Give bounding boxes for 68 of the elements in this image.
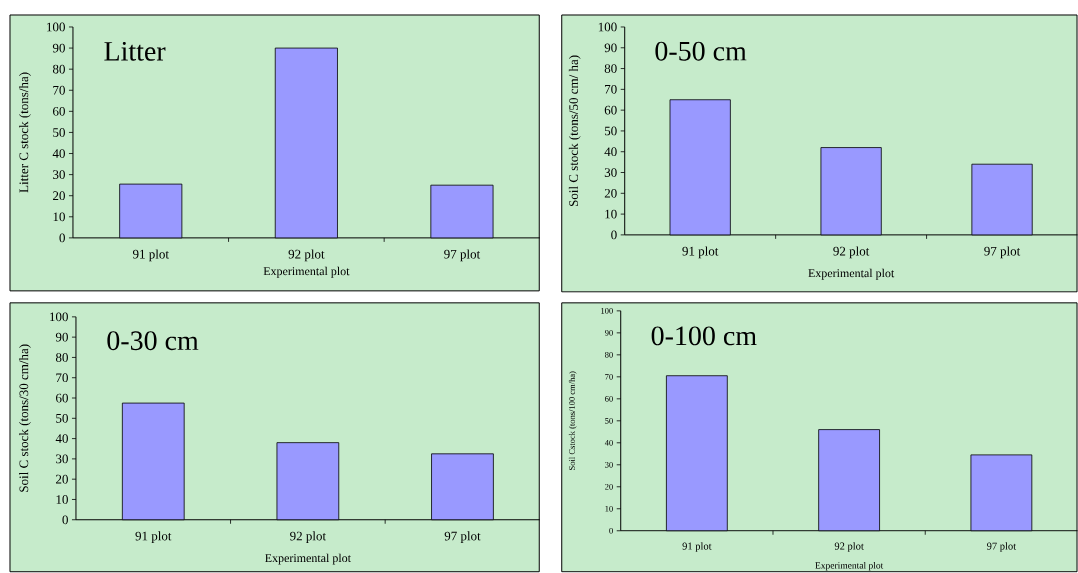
y-tick-label: 80 — [55, 353, 68, 362]
y-tick-label: 50 — [604, 126, 617, 136]
y-tick-label: 100 — [47, 22, 65, 32]
y-tick-label: 80 — [52, 64, 65, 74]
x-axis-title: Experimental plot — [263, 266, 350, 278]
y-tick-label: 80 — [604, 64, 617, 74]
x-tick-label: 97 plot — [984, 246, 1021, 259]
y-axis-title: Litter C stock (tons/ha) — [19, 72, 31, 193]
y-tick-label: 30 — [56, 454, 68, 464]
y-tick-label: 10 — [53, 212, 65, 222]
y-tick-label: 100 — [50, 312, 68, 322]
y-tick-label: 30 — [604, 168, 617, 178]
y-tick-label: 50 — [56, 414, 68, 423]
y-tick-label: 70 — [605, 374, 613, 380]
y-tick-label: 60 — [604, 105, 617, 115]
y-tick-label: 0 — [59, 233, 65, 243]
y-axis-title: Soil C stock (tons/30 cm/ha) — [19, 344, 31, 492]
y-tick-label: 50 — [605, 418, 613, 424]
x-tick-label: 91 plot — [132, 249, 169, 262]
chart-title: Litter — [104, 42, 166, 61]
y-tick-label: 70 — [53, 86, 65, 95]
x-axis-title: Experimental plot — [265, 553, 351, 565]
x-axis-title: Experimental plot — [815, 562, 884, 571]
y-tick-label: 10 — [605, 506, 613, 512]
y-tick-label: 40 — [604, 440, 613, 446]
y-tick-label: 30 — [53, 170, 65, 180]
y-tick-label: 10 — [56, 495, 68, 504]
y-tick-label: 30 — [605, 462, 613, 468]
y-tick-label: 90 — [55, 332, 68, 342]
y-tick-label: 20 — [604, 189, 617, 198]
x-tick-label: 97 plot — [987, 542, 1017, 552]
y-tick-label: 100 — [598, 22, 617, 32]
y-tick-label: 70 — [605, 85, 617, 94]
x-tick-label: 92 plot — [833, 246, 870, 259]
y-tick-label: 20 — [605, 484, 613, 490]
y-tick-label: 90 — [52, 43, 65, 53]
y-tick-label: 20 — [53, 191, 65, 201]
y-tick-label: 100 — [601, 308, 613, 314]
x-tick-label: 92 plot — [288, 249, 325, 262]
y-tick-label: 40 — [52, 149, 65, 159]
y-tick-label: 10 — [605, 209, 617, 219]
x-tick-label: 92 plot — [834, 542, 864, 552]
y-tick-label: 80 — [605, 352, 613, 358]
y-tick-label: 40 — [604, 147, 617, 157]
x-tick-label: 91 plot — [682, 542, 712, 552]
y-tick-label: 40 — [55, 434, 68, 444]
y-tick-label: 60 — [56, 393, 68, 403]
chart-title: 0-100 cm — [651, 326, 757, 346]
y-tick-label: 60 — [605, 396, 613, 402]
y-tick-label: 20 — [56, 474, 68, 484]
y-tick-label: 0 — [62, 515, 68, 525]
x-tick-label: 97 plot — [444, 531, 481, 544]
y-tick-label: 90 — [604, 43, 617, 53]
y-tick-label: 0 — [609, 528, 613, 534]
y-axis-title: Soil C stock (tons/50 cm/ ha) — [568, 55, 581, 207]
y-tick-label: 0 — [611, 230, 617, 240]
x-tick-label: 97 plot — [444, 249, 481, 262]
y-tick-label: 60 — [53, 107, 65, 116]
y-axis-title: Soil Cstock (tons/100 cm/ha) — [568, 371, 577, 471]
x-tick-label: 91 plot — [682, 246, 719, 259]
x-axis-title: Experimental plot — [808, 268, 895, 280]
y-tick-label: 70 — [56, 373, 68, 383]
chart-title: 0-50 cm — [655, 41, 747, 61]
x-tick-label: 92 plot — [290, 531, 326, 544]
y-tick-label: 50 — [53, 128, 65, 137]
x-tick-label: 91 plot — [135, 531, 172, 544]
chart-title: 0-30 cm — [107, 331, 199, 351]
y-tick-label: 90 — [604, 330, 613, 336]
